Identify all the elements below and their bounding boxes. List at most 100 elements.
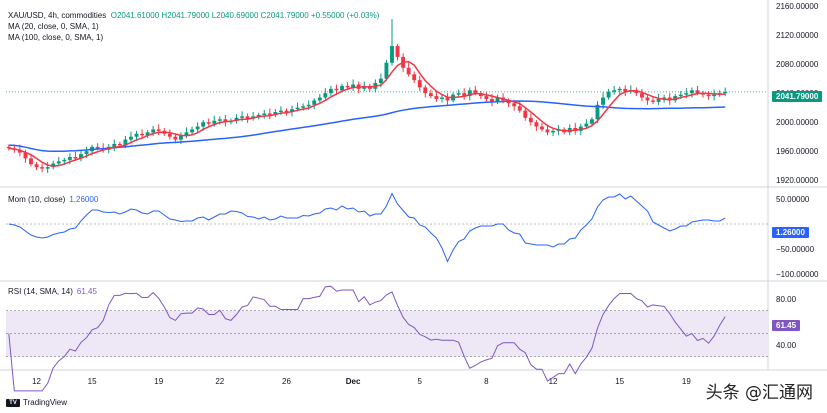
candle-body: [551, 130, 555, 133]
time-tick-label: 26: [282, 377, 291, 386]
price-tick-label: 2000.00000: [776, 118, 819, 127]
candle-body: [179, 135, 183, 140]
candle-body: [645, 97, 650, 101]
ohlc-line: XAU/USD, 4h, commodities O2041.61000 H20…: [8, 10, 379, 21]
time-tick-label: 19: [154, 377, 163, 386]
candle-body: [606, 91, 611, 98]
candle-body: [151, 129, 156, 133]
candle-body: [689, 90, 694, 94]
price-tick-label: 2120.00000: [776, 31, 819, 40]
mom-last-tag: 1.26000: [772, 227, 809, 238]
candle-body: [312, 100, 317, 105]
candle-body: [601, 97, 605, 105]
candle-body: [223, 119, 228, 123]
candle-body: [384, 62, 389, 79]
candle-body: [284, 110, 289, 113]
candle-body: [440, 97, 444, 99]
price-tick-label: 1920.00000: [776, 176, 819, 185]
candle-body: [390, 46, 394, 63]
candle-body: [29, 158, 33, 165]
candle-body: [351, 84, 356, 88]
candle-body: [623, 88, 628, 92]
candle-body: [240, 116, 244, 118]
brand-label: TradingView: [23, 398, 68, 407]
candle-body: [517, 106, 522, 111]
candle-body: [362, 85, 367, 89]
symbol-label: XAU/USD, 4h, commodities: [8, 11, 107, 20]
candle-body: [328, 88, 333, 94]
candle-body: [545, 129, 550, 133]
price-tick-label: 2160.00000: [776, 2, 819, 11]
candle-body: [23, 152, 28, 159]
candle-body: [684, 93, 689, 95]
candle-body: [417, 80, 422, 88]
mom-name: Mom (10, close): [8, 195, 66, 204]
candle-body: [190, 129, 194, 133]
candle-body: [528, 117, 533, 123]
candle-body: [639, 93, 644, 98]
time-tick-label: 19: [682, 377, 691, 386]
time-tick-label: 15: [88, 377, 97, 386]
candle-body: [345, 85, 350, 88]
candle-body: [56, 161, 61, 164]
candle-body: [523, 110, 528, 118]
candle-body: [79, 154, 83, 159]
candle-body: [678, 94, 683, 97]
candle-body: [184, 132, 189, 136]
candle-body: [445, 97, 450, 101]
candle-body: [462, 93, 467, 97]
candle-body: [51, 163, 56, 168]
candle-body: [206, 122, 211, 124]
candle-body: [73, 156, 78, 159]
candle-body: [234, 117, 239, 121]
tradingview-logo-icon: TV: [6, 398, 20, 407]
watermark: 头条 @汇通网: [706, 378, 813, 403]
candle-body: [473, 90, 478, 94]
candle-body: [301, 106, 306, 108]
candle-body: [145, 132, 150, 136]
candle-body: [651, 100, 655, 102]
candle-body: [617, 88, 622, 91]
candle-body: [112, 143, 117, 147]
candle-body: [706, 94, 711, 97]
candle-body: [723, 91, 728, 94]
candle-body: [712, 94, 717, 97]
candle-body: [490, 98, 494, 102]
candle-body: [317, 97, 322, 101]
rsi-last-tag: 61.45: [772, 320, 801, 331]
candle-body: [45, 167, 50, 169]
time-tick-label: 8: [484, 377, 489, 386]
time-tick-label: 22: [215, 377, 224, 386]
candle-body: [117, 143, 122, 146]
footer-brand[interactable]: TV TradingView: [6, 398, 67, 407]
candle-body: [245, 116, 250, 119]
time-tick-label: 12: [32, 377, 41, 386]
watermark-text: 头条 @汇通网: [705, 383, 813, 403]
candle-body: [273, 112, 278, 115]
candle-body: [195, 126, 200, 130]
rsi-value: 61.45: [76, 287, 97, 296]
rsi-name: RSI (14, SMA, 14): [8, 287, 73, 296]
ma20-label: MA (20, close, 0, SMA, 1): [8, 22, 99, 31]
rsi-tick-label: 40.00: [776, 341, 797, 350]
candle-body: [40, 167, 45, 169]
mom-title: Mom (10, close) 1.26000: [8, 195, 98, 204]
candle-body: [695, 90, 700, 94]
candle-body: [267, 113, 272, 115]
ma100-line: [8, 100, 726, 153]
chart-legend: XAU/USD, 4h, commodities O2041.61000 H20…: [8, 10, 379, 43]
candle-body: [278, 110, 283, 113]
candle-body: [95, 146, 100, 149]
candle-body: [478, 93, 483, 97]
candle-body: [67, 156, 72, 160]
time-tick-label: 12: [549, 377, 558, 386]
candle-body: [340, 85, 344, 91]
candle-body: [456, 93, 461, 95]
ma20-line: [8, 60, 726, 167]
candle-body: [667, 97, 672, 101]
candle-body: [540, 126, 544, 130]
mom-tick-label: 50.00000: [776, 195, 810, 204]
candle-body: [6, 146, 11, 149]
ohlc-values: O2041.61000 H2041.79000 L2040.69000 C204…: [110, 11, 380, 20]
